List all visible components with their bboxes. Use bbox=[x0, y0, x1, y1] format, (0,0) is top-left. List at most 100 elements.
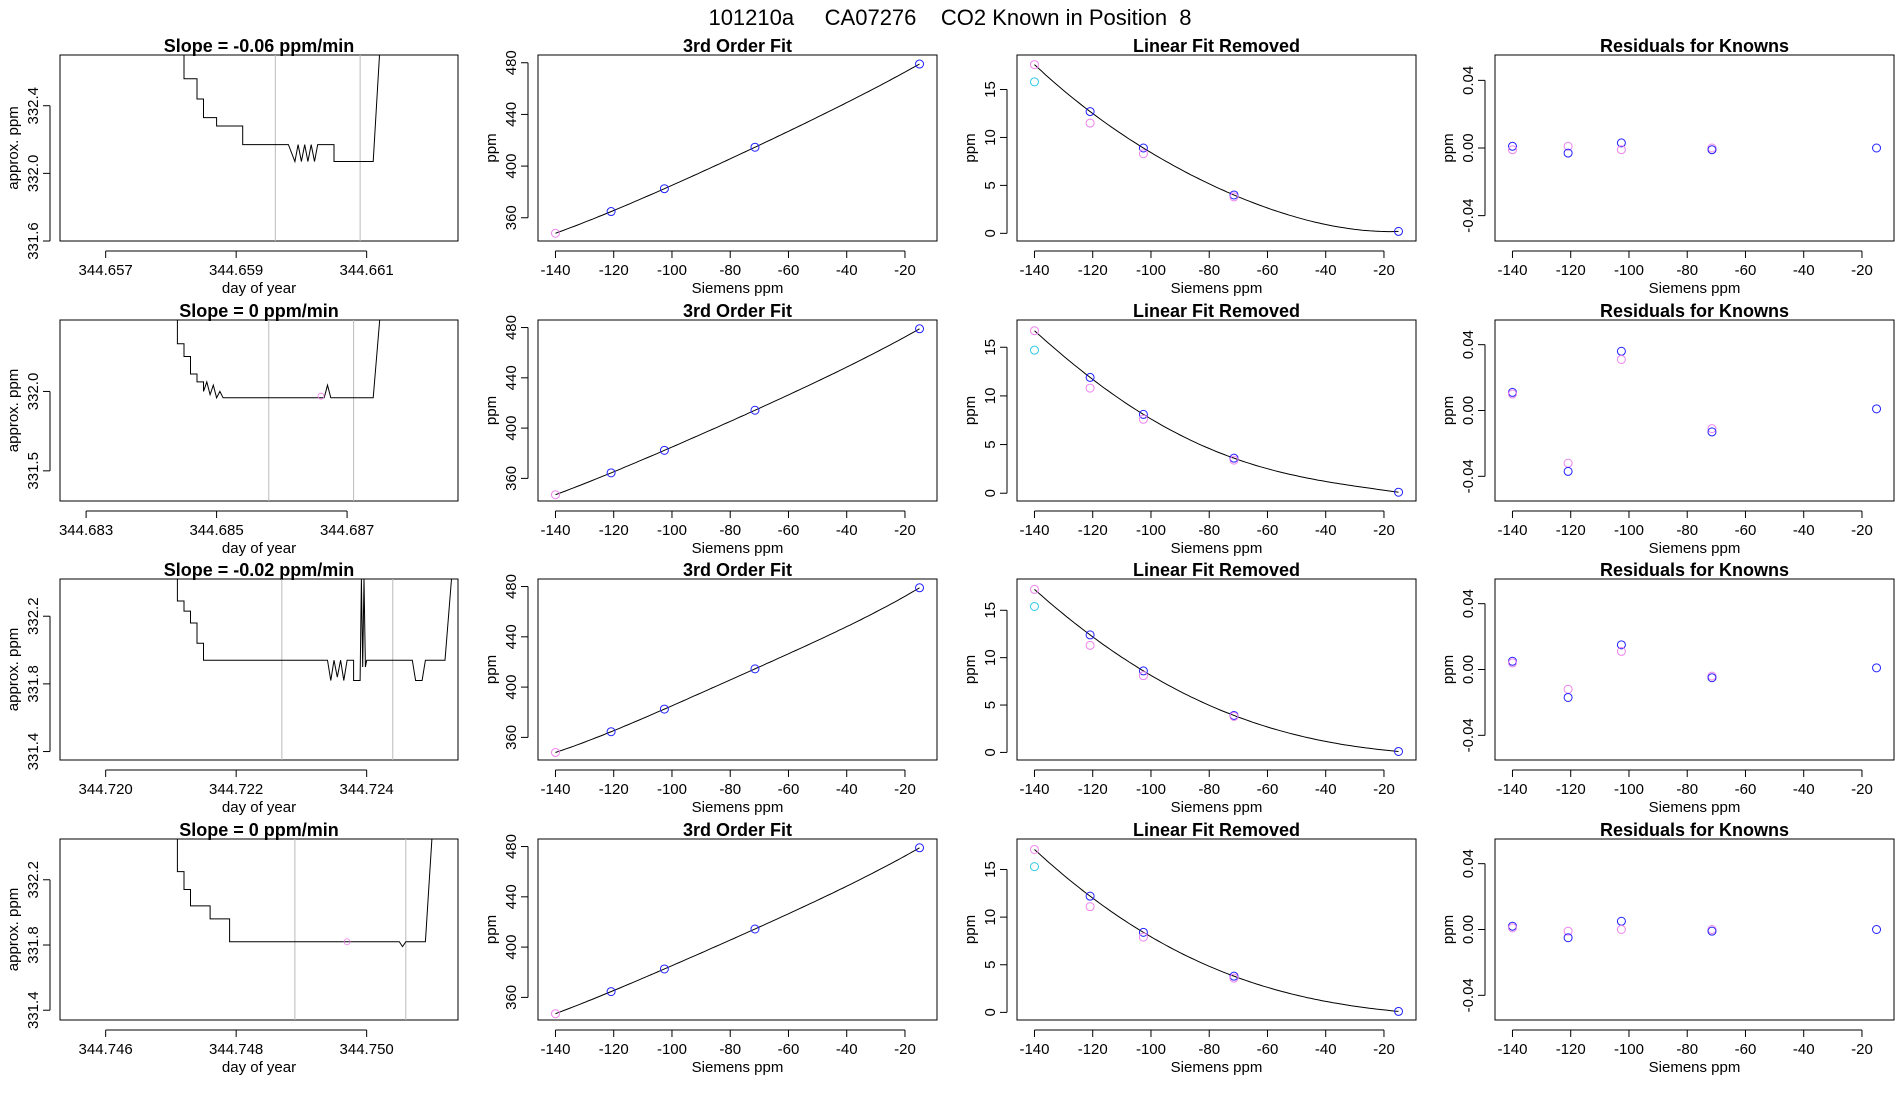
x-tick-label: -100 bbox=[657, 262, 687, 279]
data-point bbox=[1085, 107, 1095, 117]
x-axis-label: Siemens ppm bbox=[692, 540, 784, 557]
plot-area bbox=[1029, 326, 1404, 497]
series-line bbox=[170, 579, 452, 681]
x-axis-label: Siemens ppm bbox=[692, 280, 784, 297]
x-tick-label: -80 bbox=[719, 781, 741, 798]
fit-curve bbox=[555, 587, 920, 753]
data-point bbox=[1085, 630, 1095, 640]
x-tick-label: -40 bbox=[1315, 522, 1337, 539]
panel-title: Slope = -0.06 ppm/min bbox=[164, 36, 355, 56]
data-point bbox=[606, 987, 616, 997]
data-point bbox=[1394, 1006, 1404, 1016]
plot-frame bbox=[1016, 319, 1417, 502]
x-tick-label: -20 bbox=[1851, 781, 1873, 798]
x-axis: -140 -120 -100 -80 -60 -40 -20 bbox=[1019, 510, 1395, 539]
data-point bbox=[1707, 926, 1717, 936]
panel-title: 3rd Order Fit bbox=[683, 301, 792, 321]
x-tick-label: -60 bbox=[778, 781, 800, 798]
data-point bbox=[1138, 409, 1148, 419]
marker-point bbox=[317, 392, 325, 400]
data-point bbox=[1707, 427, 1717, 437]
x-tick-label: -120 bbox=[1078, 262, 1108, 279]
y-tick-label: 332.0 bbox=[25, 373, 42, 411]
fit-curve bbox=[1034, 330, 1399, 493]
y-axis-label: ppm bbox=[483, 396, 500, 425]
x-tick-label: -80 bbox=[1198, 781, 1220, 798]
x-tick-label: -40 bbox=[836, 1041, 858, 1058]
y-tick-label: 0 bbox=[982, 1008, 999, 1016]
plot-area bbox=[550, 583, 925, 757]
x-axis: -140 -120 -100 -80 -60 -40 -20 bbox=[540, 510, 916, 539]
data-point bbox=[1394, 226, 1404, 236]
y-tick-label: 15 bbox=[982, 81, 999, 98]
y-tick-label: 0.04 bbox=[1460, 849, 1477, 878]
x-axis-label: Siemens ppm bbox=[1649, 540, 1741, 557]
x-tick-label: -80 bbox=[1198, 1041, 1220, 1058]
x-tick-label: -80 bbox=[719, 1041, 741, 1058]
x-tick-label: -140 bbox=[540, 522, 570, 539]
plot-area bbox=[1029, 60, 1404, 236]
x-tick-label: -60 bbox=[1735, 1041, 1757, 1058]
data-point bbox=[1616, 145, 1626, 155]
y-tick-label: 332.2 bbox=[25, 597, 42, 635]
y-tick-label: 331.4 bbox=[25, 991, 42, 1029]
y-axis: -0.04 0.00 0.04 bbox=[1460, 330, 1486, 493]
data-point bbox=[1229, 192, 1239, 202]
x-axis: -140 -120 -100 -80 -60 -40 -20 bbox=[1497, 510, 1873, 539]
x-axis: -140 -120 -100 -80 -60 -40 -20 bbox=[540, 250, 916, 279]
x-tick-label: -20 bbox=[894, 781, 916, 798]
x-axis-label: Siemens ppm bbox=[1649, 799, 1741, 816]
x-axis: -140 -120 -100 -80 -60 -40 -20 bbox=[1019, 250, 1395, 279]
x-axis-label: Siemens ppm bbox=[1171, 540, 1263, 557]
data-point bbox=[1507, 389, 1517, 399]
x-tick-label: -20 bbox=[894, 522, 916, 539]
fit-curve bbox=[1034, 589, 1399, 752]
x-tick-label: -20 bbox=[894, 1041, 916, 1058]
data-point bbox=[1616, 925, 1626, 934]
data-point bbox=[1707, 424, 1717, 434]
data-point bbox=[1138, 932, 1148, 942]
y-tick-label: 480 bbox=[503, 50, 520, 75]
y-tick-label: 0.00 bbox=[1460, 915, 1477, 944]
x-tick-label: -140 bbox=[1019, 262, 1049, 279]
x-tick-label: -80 bbox=[719, 522, 741, 539]
plot-frame bbox=[59, 578, 459, 761]
x-axis-label: Siemens ppm bbox=[1171, 1059, 1263, 1076]
y-tick-label: -0.04 bbox=[1460, 199, 1477, 233]
x-tick-label: -60 bbox=[1257, 262, 1279, 279]
data-point bbox=[1029, 862, 1039, 872]
x-tick-label: -140 bbox=[1497, 781, 1527, 798]
y-tick-label: 331.4 bbox=[25, 733, 42, 771]
plot-frame bbox=[537, 838, 938, 1021]
y-tick-label: 10 bbox=[982, 649, 999, 666]
y-axis: 0 5 10 15 bbox=[982, 339, 1008, 497]
y-axis-label: ppm bbox=[483, 915, 500, 944]
y-tick-label: 0.00 bbox=[1460, 655, 1477, 684]
plot-area bbox=[1507, 346, 1882, 476]
panel-title: Residuals for Knowns bbox=[1600, 301, 1789, 321]
x-axis-label: day of year bbox=[222, 280, 296, 297]
y-tick-label: -0.04 bbox=[1460, 459, 1477, 493]
y-axis-label: ppm bbox=[1440, 915, 1457, 944]
y-tick-label: 400 bbox=[503, 675, 520, 700]
x-tick-label: -60 bbox=[1735, 522, 1757, 539]
fit-curve bbox=[555, 63, 920, 234]
plot-area bbox=[1507, 640, 1882, 702]
y-tick-label: 0.04 bbox=[1460, 589, 1477, 618]
x-tick-label: 344.748 bbox=[209, 1041, 263, 1058]
plot-area bbox=[1029, 844, 1404, 1016]
x-tick-label: -120 bbox=[1078, 781, 1108, 798]
data-point bbox=[1507, 141, 1517, 151]
data-point bbox=[1029, 601, 1039, 611]
panel-title: Slope = -0.02 ppm/min bbox=[164, 560, 355, 580]
x-tick-label: -100 bbox=[1136, 1041, 1166, 1058]
y-tick-label: 360 bbox=[503, 725, 520, 750]
panel-15: Linear Fit Removed-140 -120 -100 -80 -60 -40-… bbox=[962, 820, 1417, 1076]
data-point bbox=[1616, 354, 1626, 364]
y-axis-label: ppm bbox=[962, 133, 979, 162]
y-axis-label: ppm bbox=[962, 396, 979, 425]
plot-frame bbox=[1494, 54, 1895, 242]
